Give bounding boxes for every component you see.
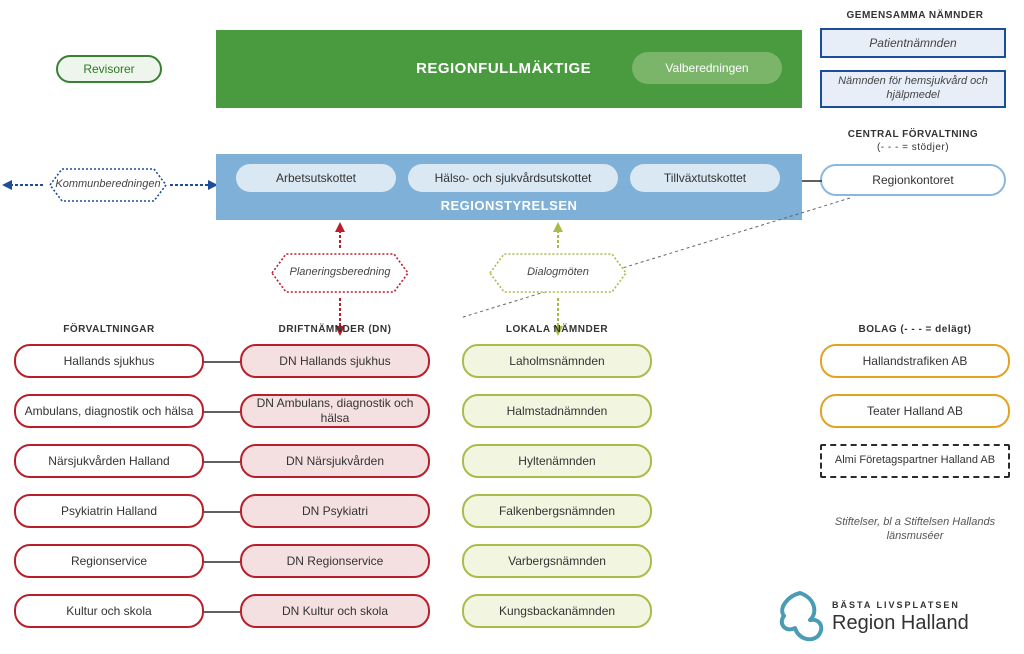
row-connector (204, 510, 240, 514)
forvaltning-5: Kultur och skola (14, 594, 204, 628)
driftnamnd-1-label: DN Ambulans, diagnostik och hälsa (250, 396, 420, 426)
driftnamnder-title: DRIFTNÄMNDER (DN) (240, 324, 430, 335)
forvaltning-0-label: Hallands sjukhus (64, 354, 155, 369)
planerings-label: Planeringsberedning (290, 266, 391, 280)
driftnamnd-0-label: DN Hallands sjukhus (279, 354, 390, 369)
regionkontoret-label: Regionkontoret (872, 173, 953, 188)
regionfullmaktige-panel: REGIONFULLMÄKTIGE Valberedningen (216, 30, 802, 108)
kommunberedningen-label-box: Kommunberedningen (48, 170, 168, 200)
driftnamnd-4-label: DN Regionservice (287, 554, 384, 569)
forvaltning-3-label: Psykiatrin Halland (61, 504, 157, 519)
forvaltning-0: Hallands sjukhus (14, 344, 204, 378)
almi-box: Almi Företagspartner Halland AB (820, 444, 1010, 478)
driftnamnd-4: DN Regionservice (240, 544, 430, 578)
row-connector (204, 410, 240, 414)
arbetsutskottet-box: Arbetsutskottet (236, 164, 396, 192)
forvaltning-3: Psykiatrin Halland (14, 494, 204, 528)
logo-line2: Region Halland (832, 611, 969, 636)
lokala-0: Laholmsnämnden (462, 344, 652, 378)
driftnamnd-2: DN Närsjukvården (240, 444, 430, 478)
lokala-3-label: Falkenbergsnämnden (499, 504, 615, 519)
kommunberedningen-label: Kommunberedningen (55, 178, 160, 192)
driftnamnd-5-label: DN Kultur och skola (282, 604, 388, 619)
dialog-label-box: Dialogmöten (488, 256, 628, 290)
patientnamnden-label: Patientnämnden (869, 36, 956, 51)
regionfullmaktige-label: REGIONFULLMÄKTIGE (416, 60, 591, 79)
lokala-0-label: Laholmsnämnden (509, 354, 604, 369)
lokala-3: Falkenbergsnämnden (462, 494, 652, 528)
central-title-text: CENTRAL FÖRVALTNING (848, 129, 978, 140)
forvaltning-4-label: Regionservice (71, 554, 147, 569)
lokala-4-label: Varbergsnämnden (508, 554, 606, 569)
halso-box: Hälso- och sjukvårdsutskottet (408, 164, 618, 192)
lokala-4: Varbergsnämnden (462, 544, 652, 578)
hallandstrafiken-box: Hallandstrafiken AB (820, 344, 1010, 378)
revisorer-label: Revisorer (83, 62, 134, 77)
forvaltning-1-label: Ambulans, diagnostik och hälsa (25, 404, 194, 419)
forvaltning-1: Ambulans, diagnostik och hälsa (14, 394, 204, 428)
lokala-2: Hyltenämnden (462, 444, 652, 478)
driftnamnd-1: DN Ambulans, diagnostik och hälsa (240, 394, 430, 428)
hallandstrafiken-label: Hallandstrafiken AB (863, 354, 968, 369)
central-sub-text: (- - - = stödjer) (877, 142, 949, 153)
driftnamnd-3: DN Psykiatri (240, 494, 430, 528)
row-connector (204, 610, 240, 614)
regionstyrelsen-label: REGIONSTYRELSEN (441, 198, 578, 214)
lokala-2-label: Hyltenämnden (518, 454, 595, 469)
almi-label: Almi Företagspartner Halland AB (835, 454, 995, 468)
logo-icon (770, 588, 830, 648)
patientnamnden-box: Patientnämnden (820, 28, 1006, 58)
valberedningen-label: Valberedningen (665, 61, 748, 76)
driftnamnd-2-label: DN Närsjukvården (286, 454, 384, 469)
gemensamma-title: GEMENSAMMA NÄMNDER (820, 10, 1010, 21)
row-connector (204, 560, 240, 564)
lokala-1-label: Halmstadnämnden (507, 404, 608, 419)
teater-box: Teater Halland AB (820, 394, 1010, 428)
teater-label: Teater Halland AB (867, 404, 963, 419)
stiftelser-box: Stiftelser, bl a Stiftelsen Hallands län… (820, 510, 1010, 550)
regionstyrelsen-regionkontoret-line (802, 180, 822, 182)
driftnamnder-title-text: DRIFTNÄMNDER (DN) (279, 324, 392, 335)
forvaltning-2-label: Närsjukvården Halland (48, 454, 169, 469)
lokala-1: Halmstadnämnden (462, 394, 652, 428)
lokala-title: LOKALA NÄMNDER (462, 324, 652, 335)
tillvaxt-box: Tillväxtutskottet (630, 164, 780, 192)
driftnamnd-5: DN Kultur och skola (240, 594, 430, 628)
logo-text: BÄSTA LIVSPLATSEN Region Halland (832, 596, 1022, 640)
bolag-title: BOLAG (- - - = delägt) (820, 324, 1010, 335)
forvaltning-2: Närsjukvården Halland (14, 444, 204, 478)
gemensamma-title-text: GEMENSAMMA NÄMNDER (847, 10, 984, 21)
row-connector (204, 460, 240, 464)
bolag-title-text: BOLAG (- - - = delägt) (859, 324, 972, 335)
driftnamnd-0: DN Hallands sjukhus (240, 344, 430, 378)
forvaltningar-title: FÖRVALTNINGAR (14, 324, 204, 335)
forvaltning-4: Regionservice (14, 544, 204, 578)
regionkontoret-box: Regionkontoret (820, 164, 1006, 196)
halso-label: Hälso- och sjukvårdsutskottet (435, 171, 592, 186)
hemsjukvard-label: Nämnden för hemsjukvård och hjälpmedel (822, 75, 1004, 103)
driftnamnd-3-label: DN Psykiatri (302, 504, 368, 519)
dialog-label: Dialogmöten (527, 266, 589, 280)
row-connector (204, 360, 240, 364)
stiftelser-label: Stiftelser, bl a Stiftelsen Hallands län… (820, 516, 1010, 544)
central-title: CENTRAL FÖRVALTNING (- - - = stödjer) (820, 128, 1006, 154)
valberedningen-box: Valberedningen (632, 52, 782, 84)
arbetsutskottet-label: Arbetsutskottet (276, 171, 356, 186)
tillvaxt-label: Tillväxtutskottet (664, 171, 746, 186)
lokala-5-label: Kungsbackanämnden (499, 604, 615, 619)
lokala-5: Kungsbackanämnden (462, 594, 652, 628)
planerings-label-box: Planeringsberedning (270, 256, 410, 290)
lokala-title-text: LOKALA NÄMNDER (506, 324, 608, 335)
hemsjukvard-box: Nämnden för hemsjukvård och hjälpmedel (820, 70, 1006, 108)
forvaltning-5-label: Kultur och skola (66, 604, 151, 619)
revisorer-box: Revisorer (56, 55, 162, 83)
logo-line1: BÄSTA LIVSPLATSEN (832, 600, 960, 611)
forvaltningar-title-text: FÖRVALTNINGAR (63, 324, 155, 335)
